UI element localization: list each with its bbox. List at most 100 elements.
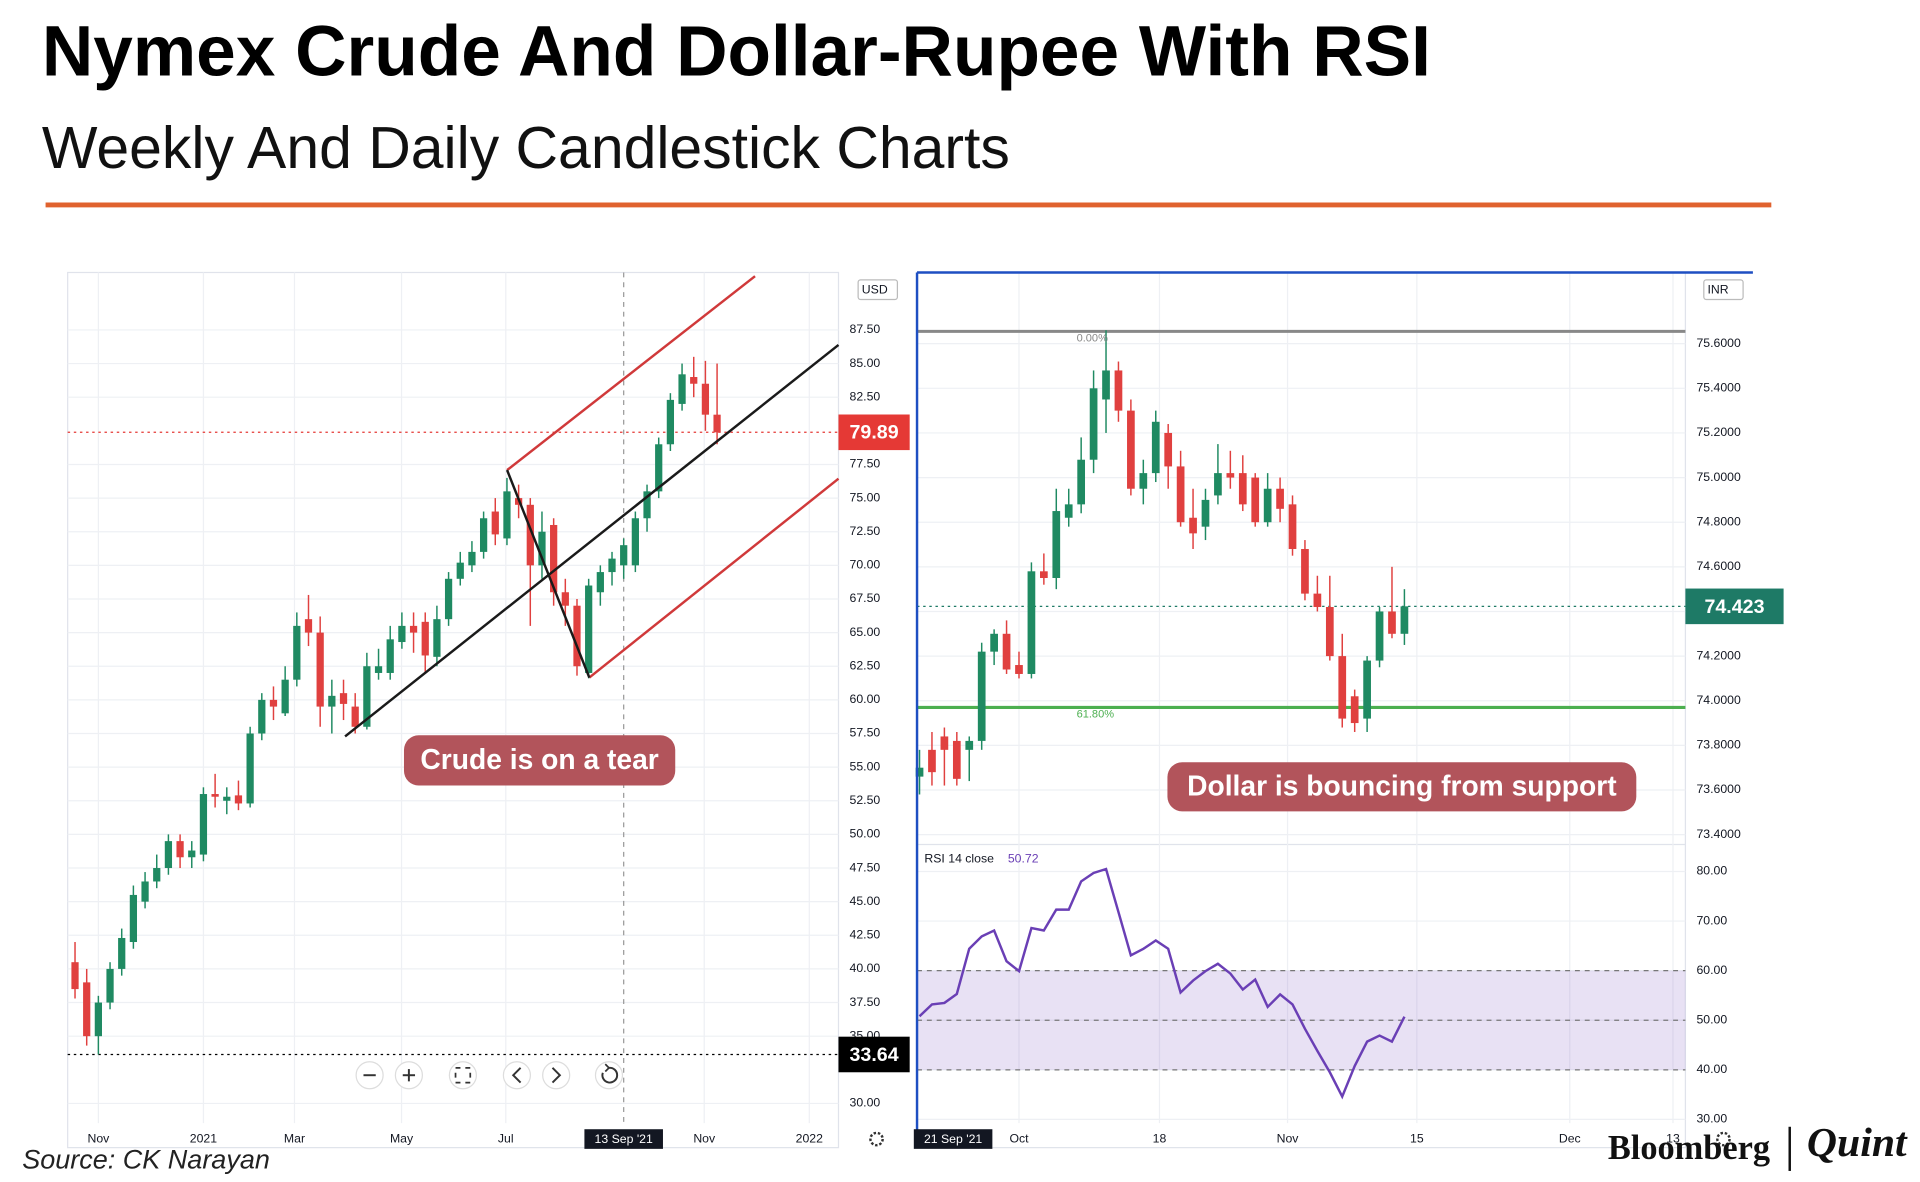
- logo-quint: Quint: [1807, 1120, 1908, 1166]
- currency-button[interactable]: INR: [1707, 283, 1728, 297]
- candle-body: [456, 562, 464, 579]
- y-tick-label: 65.00: [850, 625, 881, 639]
- candle-body: [269, 699, 278, 707]
- mark-layer: [71, 330, 1409, 1100]
- y-tick-label: 67.50: [850, 591, 881, 605]
- candle-body: [479, 518, 488, 552]
- crosshair-label-bg: [913, 1129, 993, 1149]
- x-tick-label: Jul: [498, 1131, 514, 1145]
- candle-body: [631, 518, 639, 566]
- y-tick-label: 87.50: [850, 322, 881, 336]
- candle-body: [1325, 607, 1334, 657]
- scroll-right-button[interactable]: [542, 1061, 571, 1090]
- candle-body: [503, 491, 511, 539]
- y-tick-label: 73.4000: [1696, 827, 1741, 841]
- candle-body: [1064, 504, 1073, 518]
- candle-body: [129, 894, 138, 943]
- candle-body: [164, 841, 173, 869]
- candle-body: [1176, 466, 1185, 523]
- y-tick-label: 82.50: [850, 389, 881, 403]
- y-tick-label: 50.00: [850, 827, 881, 841]
- candle-body: [1102, 370, 1110, 400]
- candle-body: [363, 666, 371, 727]
- candle-body: [1015, 665, 1023, 674]
- scroll-left-button[interactable]: [502, 1061, 532, 1090]
- y-tick-label: 55.00: [850, 759, 881, 773]
- candle-body: [1226, 473, 1235, 478]
- candle-body: [990, 633, 998, 652]
- candle-body: [1350, 696, 1359, 724]
- x-tick-label: 18: [1153, 1131, 1167, 1145]
- candle-body: [118, 937, 126, 969]
- zoom-in-button[interactable]: [394, 1061, 424, 1090]
- candle-body: [316, 632, 324, 707]
- price-label-bg: [1685, 588, 1784, 625]
- y-tick-label: 60.00: [850, 692, 881, 706]
- x-tick-label: 15: [1410, 1131, 1424, 1145]
- candle-body: [188, 850, 196, 858]
- currency-button-bg: [1703, 279, 1744, 301]
- candle-body: [1238, 473, 1247, 505]
- candle-body: [1263, 488, 1272, 523]
- candle-body: [1151, 421, 1160, 474]
- candle-body: [1388, 611, 1396, 634]
- y-tick-label: 74.2000: [1696, 648, 1741, 662]
- candle-body: [1363, 660, 1371, 719]
- candle-body: [1040, 571, 1048, 579]
- candle-body: [234, 795, 243, 804]
- candle-body: [940, 736, 949, 750]
- channel-anchor: [505, 469, 591, 678]
- candle-body: [83, 982, 91, 1037]
- candle-body: [1089, 388, 1098, 460]
- x-tick-label: Mar: [284, 1131, 305, 1145]
- y-tick-label: 72.50: [850, 524, 881, 538]
- candle-body: [573, 605, 581, 667]
- rsi-legend-value: 50.72: [1008, 851, 1039, 865]
- candle-body: [608, 558, 616, 573]
- candle-body: [690, 377, 698, 384]
- level-layer: [67, 272, 1686, 1124]
- subtitle: Weekly And Daily Candlestick Charts: [42, 116, 1010, 181]
- candle-body: [1052, 511, 1061, 579]
- y-tick-label: 42.50: [850, 928, 881, 942]
- settings-button[interactable]: [869, 1131, 884, 1147]
- candle-body: [1400, 606, 1409, 634]
- currency-button[interactable]: USD: [862, 283, 888, 297]
- y-tick-label: 47.50: [850, 860, 881, 874]
- candle-body: [526, 504, 534, 566]
- candle-body: [1189, 517, 1197, 534]
- currency-button-bg: [857, 279, 899, 301]
- candle-body: [293, 625, 301, 680]
- y-tick-label: 62.50: [850, 658, 881, 672]
- candle-body: [351, 706, 359, 727]
- candle-body: [409, 625, 418, 633]
- zoom-out-button[interactable]: [355, 1061, 384, 1090]
- candle-body: [1114, 370, 1123, 411]
- candle-body: [952, 740, 961, 779]
- crosshair-label: 13 Sep '21: [595, 1132, 653, 1146]
- candle-body: [141, 881, 149, 902]
- candle-body: [538, 531, 546, 566]
- candle-body: [1127, 410, 1135, 489]
- x-tick-label: Oct: [1009, 1131, 1029, 1145]
- y-tick-label: 40.00: [850, 961, 881, 975]
- y-tick-label: 57.50: [850, 726, 881, 740]
- candle-body: [1251, 477, 1260, 523]
- y-tick-label: 75.4000: [1696, 381, 1741, 395]
- candle-body: [71, 962, 79, 990]
- candle-body: [965, 740, 974, 750]
- candle-body: [328, 695, 336, 707]
- candle-body: [94, 1002, 102, 1037]
- refresh-button[interactable]: [594, 1061, 624, 1090]
- label-layer: 30.0035.0037.5040.0042.5045.0047.5050.00…: [87, 279, 1784, 1149]
- y-tick-label: 74.0000: [1696, 693, 1741, 707]
- y-tick-label: 80.00: [1696, 864, 1727, 878]
- candle-body: [106, 968, 114, 1003]
- reset-view-button[interactable]: [448, 1061, 478, 1090]
- y-tick-label: 40.00: [1696, 1062, 1727, 1076]
- y-tick-label: 77.50: [850, 457, 881, 471]
- candle-body: [386, 639, 394, 673]
- settings-button[interactable]: [1716, 1131, 1731, 1147]
- x-tick-label: Nov: [87, 1131, 110, 1145]
